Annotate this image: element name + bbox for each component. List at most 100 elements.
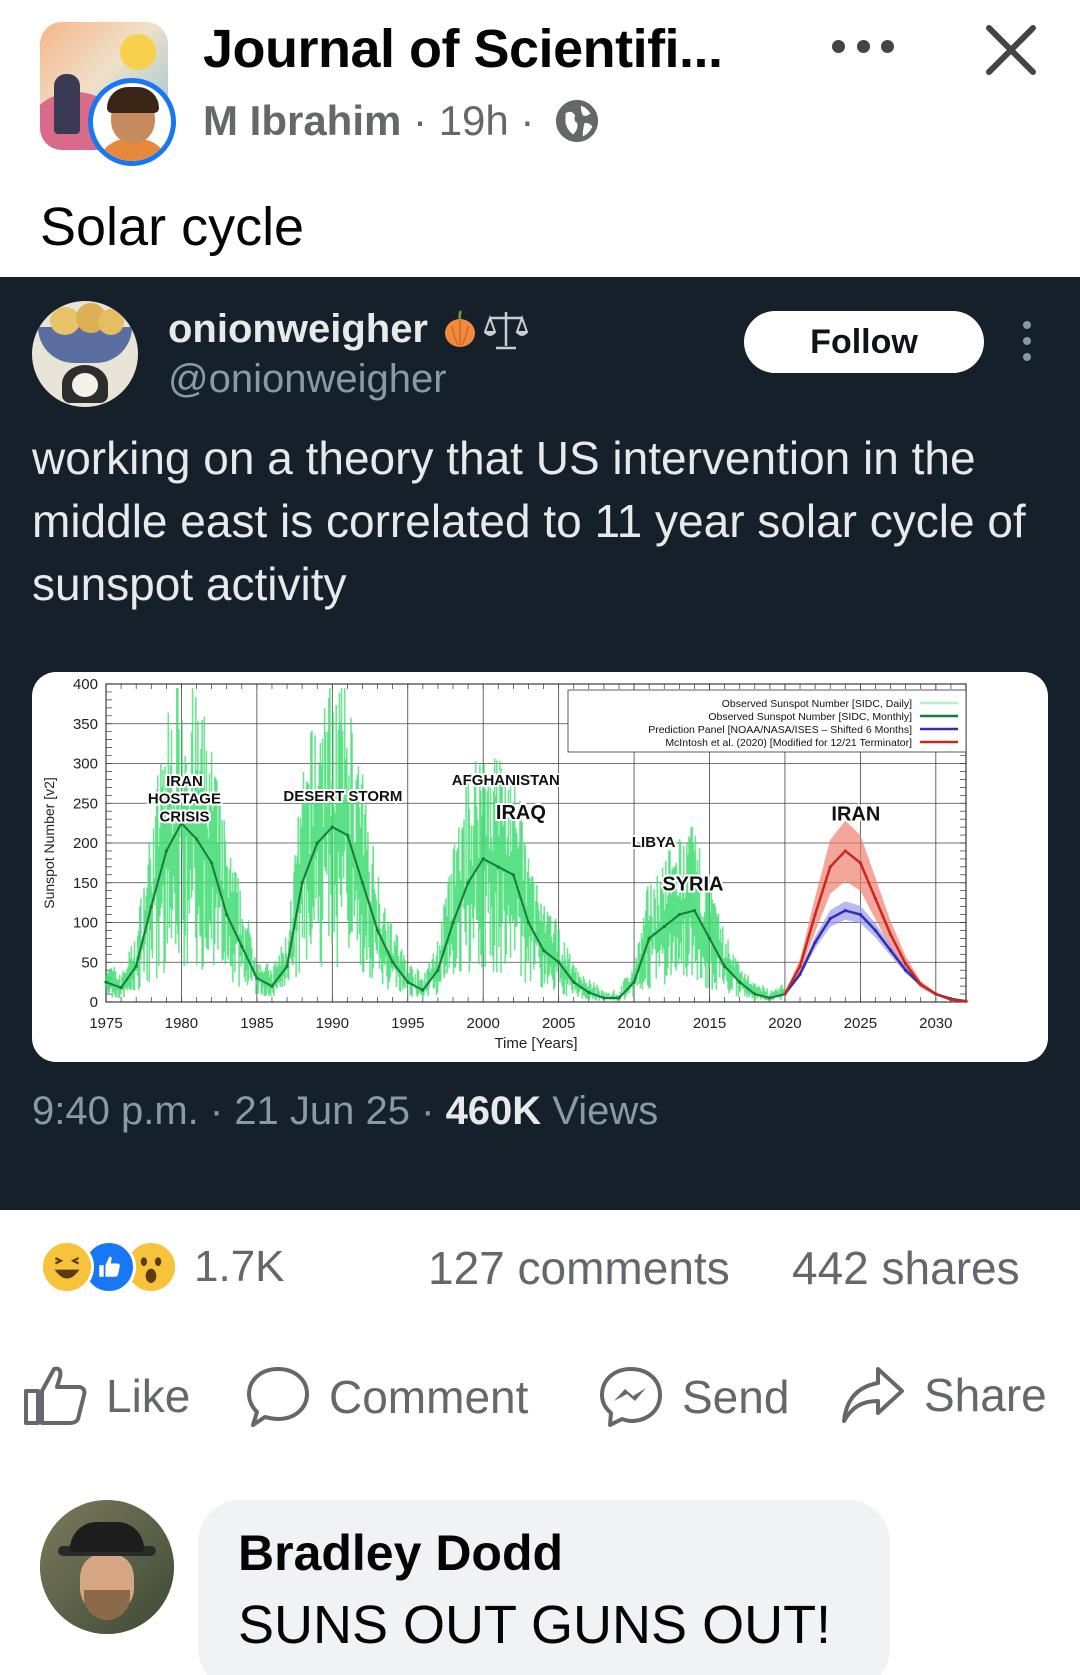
comment-button[interactable]: Comment (245, 1365, 528, 1429)
share-icon (842, 1367, 904, 1423)
x-tick-label: 2020 (768, 1015, 801, 1032)
observed-monthly-point (285, 964, 289, 968)
observed-monthly-point (210, 861, 214, 865)
chart-annotation: AFGHANISTAN (452, 772, 560, 789)
comment-count[interactable]: 127 comments (428, 1242, 730, 1294)
observed-monthly-point (466, 881, 470, 885)
author-name[interactable]: M Ibrahim (203, 97, 402, 144)
observed-monthly-point (617, 996, 621, 1000)
like-button[interactable]: Like (22, 1365, 190, 1427)
messenger-icon (600, 1367, 662, 1427)
follow-button[interactable]: Follow (744, 311, 984, 373)
reactions-summary[interactable]: 1.7K (40, 1240, 285, 1294)
tweet-author-name[interactable]: onionweigher (168, 307, 428, 351)
x-tick-label: 1985 (240, 1015, 273, 1032)
footer-separator: · (198, 1089, 235, 1133)
tweet-time[interactable]: 9:40 p.m. (32, 1089, 199, 1133)
comment-icon (247, 1367, 309, 1427)
noaa-prediction-point (904, 968, 908, 972)
x-tick-label: 2000 (467, 1015, 500, 1032)
observed-monthly-point (753, 992, 757, 996)
tweet-name-row: onionweigher (168, 307, 528, 352)
meta-separator: · (508, 97, 547, 144)
observed-monthly-point (436, 968, 440, 972)
mcintosh-prediction-point (888, 932, 893, 937)
noaa-uncertainty-band (784, 901, 966, 1002)
noaa-prediction-point (858, 912, 862, 917)
noaa-prediction-point (798, 972, 802, 976)
x-tick-label: 2025 (844, 1015, 877, 1032)
group-name[interactable]: Journal of Scientifi... (203, 19, 723, 79)
observed-monthly-point (692, 908, 697, 913)
y-axis-label: Sunspot Number [v2] (41, 777, 57, 909)
sunspot-chart-svg: 1975 1980 1985 1990 1995 2000 2005 2010 2015 2020… (41, 676, 968, 1052)
observed-monthly-point (587, 990, 591, 995)
chart-annotation: IRAN (166, 773, 203, 790)
share-count[interactable]: 442 shares (792, 1242, 1020, 1294)
embedded-tweet[interactable]: onionweigher @onionweigher Follow workin… (0, 277, 1080, 1210)
observed-monthly-point (164, 849, 168, 853)
send-button[interactable]: Send (598, 1365, 789, 1429)
x-tick-label: 1975 (89, 1015, 122, 1032)
commenter-avatar[interactable] (40, 1500, 174, 1634)
tweet-date[interactable]: 21 Jun 25 (234, 1089, 411, 1133)
globe-icon (556, 99, 599, 143)
observed-monthly-point (677, 912, 681, 917)
observed-monthly-point (481, 857, 485, 861)
legend-label: Observed Sunspot Number [SIDC, Monthly] (708, 711, 912, 723)
x-tick-label: 1995 (391, 1015, 424, 1032)
y-tick-label: 350 (73, 716, 98, 733)
observed-monthly-point (300, 881, 304, 885)
observed-monthly-point (421, 988, 425, 992)
observed-monthly-point (632, 980, 636, 984)
observed-monthly-point (662, 924, 666, 929)
comment-label: Comment (329, 1371, 529, 1423)
y-tick-label: 250 (73, 795, 98, 812)
more-options-icon[interactable] (832, 26, 894, 66)
chart-legend (567, 689, 967, 753)
observed-monthly-point (179, 821, 184, 825)
group-avatar[interactable] (40, 22, 176, 166)
x-tick-label: 1980 (165, 1015, 198, 1032)
chart-annotation: DESERT STORM (283, 788, 402, 805)
observed-monthly-point (330, 825, 334, 829)
post-text: Solar cycle (40, 197, 305, 257)
chart-annotation: IRAQ (496, 802, 546, 824)
tweet-views-count: 460K (445, 1089, 542, 1133)
mcintosh-prediction-point (964, 999, 968, 1003)
post-meta: M Ibrahim · 19h · (203, 97, 600, 145)
reaction-count[interactable]: 1.7K (194, 1242, 285, 1291)
observed-monthly-point (225, 912, 229, 917)
observed-monthly-point (315, 841, 319, 845)
onion-icon (445, 309, 475, 347)
observed-monthly-point (451, 920, 455, 925)
tweet-avatar[interactable] (32, 301, 138, 407)
observed-monthly-point (104, 980, 108, 984)
observed-monthly-point (406, 980, 410, 984)
y-tick-label: 200 (73, 835, 98, 852)
observed-monthly-point (345, 833, 350, 837)
share-label: Share (924, 1369, 1047, 1421)
tweet-handle[interactable]: @onionweigher (168, 357, 447, 401)
tweet-more-icon[interactable] (1020, 321, 1034, 361)
send-label: Send (682, 1371, 790, 1423)
legend-label: Prediction Panel [NOAA/NASA/ISES – Shift… (648, 724, 912, 736)
post-time[interactable]: 19h (438, 97, 509, 144)
share-button[interactable]: Share (840, 1365, 1047, 1425)
x-tick-label: 2010 (617, 1015, 650, 1032)
commenter-name[interactable]: Bradley Dodd (238, 1525, 564, 1581)
comment-text: SUNS OUT GUNS OUT! (238, 1595, 832, 1655)
author-avatar[interactable] (88, 78, 176, 166)
observed-monthly-point (541, 948, 546, 952)
comment-bubble[interactable]: Bradley Dodd SUNS OUT GUNS OUT! (198, 1500, 890, 1675)
observed-monthly-point (722, 964, 727, 968)
haha-reaction-icon (40, 1240, 94, 1294)
observed-monthly-point (375, 928, 380, 933)
mcintosh-prediction-point (798, 964, 802, 968)
observed-monthly-point (149, 905, 153, 909)
sunspot-chart[interactable]: 1975 1980 1985 1990 1995 2000 2005 2010 2015 2020… (32, 672, 1048, 1062)
observed-monthly-point (270, 984, 274, 988)
close-icon[interactable] (983, 22, 1039, 78)
chart-annotation: CRISIS (159, 809, 209, 826)
y-tick-label: 50 (81, 954, 98, 971)
